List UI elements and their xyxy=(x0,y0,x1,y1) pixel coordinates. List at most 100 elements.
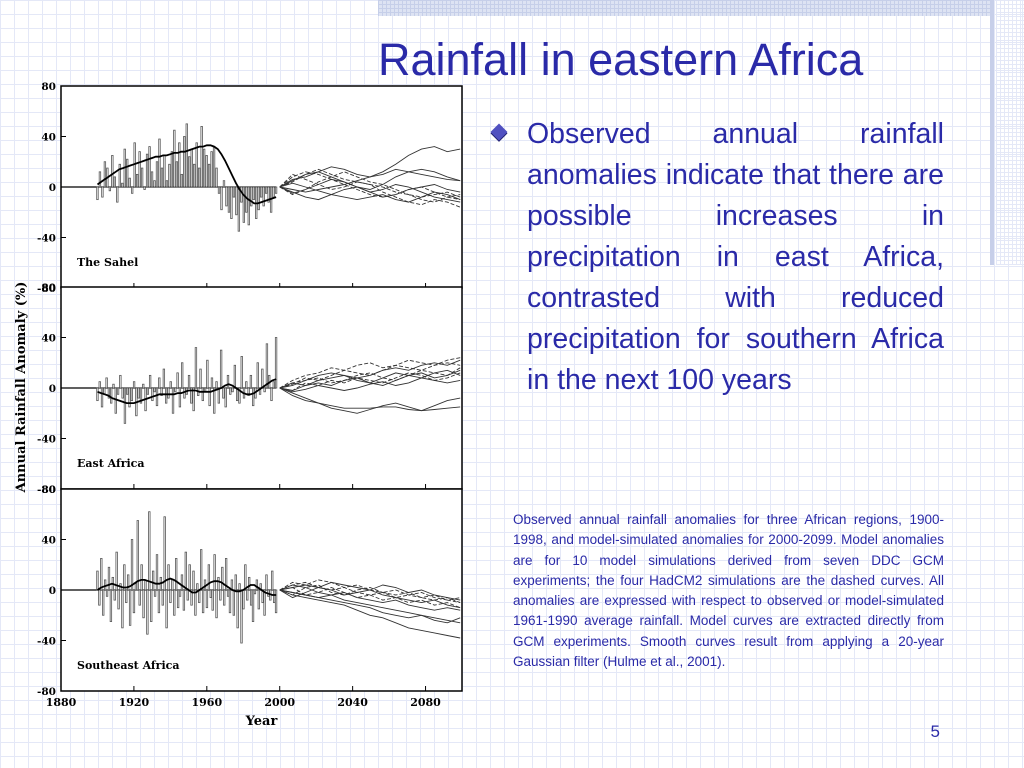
observed-bar xyxy=(152,570,155,591)
observed-bar xyxy=(165,387,168,404)
observed-bar xyxy=(162,368,166,389)
observed-bar xyxy=(190,387,193,404)
model-curve-dashed xyxy=(279,584,461,601)
observed-bar xyxy=(188,564,191,591)
observed-bar xyxy=(111,155,114,188)
observed-bar xyxy=(224,558,228,591)
observed-bar xyxy=(153,387,156,393)
observed-bar xyxy=(185,123,188,188)
observed-bar xyxy=(155,554,159,591)
observed-bar xyxy=(175,161,178,188)
observed-bar xyxy=(113,589,116,601)
observed-bar xyxy=(115,551,118,591)
model-curve-dashed xyxy=(279,173,461,208)
observed-bar xyxy=(128,387,131,408)
observed-bar xyxy=(257,186,260,211)
observed-bar xyxy=(220,186,223,211)
observed-bar xyxy=(173,589,176,616)
y-tick-label: 0 xyxy=(49,182,56,194)
model-curve xyxy=(279,168,461,190)
observed-bar xyxy=(226,374,230,389)
observed-bar xyxy=(107,566,111,591)
observed-bar xyxy=(210,377,214,389)
observed-bar xyxy=(174,387,177,393)
observed-bar xyxy=(163,155,166,188)
model-curve xyxy=(279,377,461,393)
model-curve-dashed xyxy=(279,171,461,201)
observed-bar xyxy=(206,359,209,389)
observed-bar xyxy=(105,377,108,389)
observed-bar xyxy=(171,387,175,414)
observed-bar xyxy=(153,589,157,597)
observed-bar xyxy=(169,381,172,389)
observed-bar xyxy=(142,589,145,619)
observed-bar xyxy=(117,589,120,610)
observed-bar xyxy=(274,186,278,194)
observed-bar xyxy=(186,589,189,601)
observed-bar xyxy=(173,129,176,188)
observed-bar xyxy=(181,362,184,389)
panel-label: East Africa xyxy=(77,457,145,470)
model-curve xyxy=(279,589,461,611)
observed-bar xyxy=(240,186,243,203)
observed-bar xyxy=(225,186,228,207)
observed-bar xyxy=(208,387,211,407)
observed-bar xyxy=(110,387,113,404)
observed-bar xyxy=(213,554,216,591)
observed-bar xyxy=(180,574,184,591)
observed-bar xyxy=(167,387,170,399)
observed-bar xyxy=(98,381,101,389)
observed-bar xyxy=(224,387,227,408)
slide-title: Rainfall in eastern Africa xyxy=(378,34,864,85)
y-tick-label: -80 xyxy=(37,484,56,496)
observed-bar xyxy=(212,146,216,188)
observed-bar xyxy=(192,387,195,412)
observed-bar xyxy=(217,576,220,591)
observed-bar xyxy=(265,574,268,591)
observed-bar xyxy=(209,589,212,598)
observed-bar xyxy=(265,186,268,194)
observed-bar xyxy=(215,381,218,389)
observed-bar xyxy=(113,176,116,188)
observed-bar xyxy=(194,589,197,616)
observed-bar xyxy=(101,186,104,198)
observed-bar xyxy=(201,589,205,614)
observed-bar xyxy=(155,161,159,188)
y-tick-label: 0 xyxy=(49,585,56,597)
x-axis-label: Year xyxy=(245,714,278,729)
smoothed-observed-curve xyxy=(96,577,277,596)
observed-bar xyxy=(226,589,230,597)
y-tick-label: -80 xyxy=(37,283,56,295)
observed-bar xyxy=(138,589,141,606)
observed-bar xyxy=(116,387,120,395)
observed-bar xyxy=(221,566,224,591)
observed-bar xyxy=(132,589,136,614)
observed-bar xyxy=(201,387,204,402)
observed-bar xyxy=(146,387,149,395)
observed-bar xyxy=(211,589,214,611)
diamond-bullet-icon xyxy=(490,123,508,141)
observed-bar xyxy=(245,381,248,389)
observed-bar xyxy=(267,186,270,203)
x-tick-label: 2080 xyxy=(410,696,441,709)
observed-bar xyxy=(137,387,140,399)
observed-bar xyxy=(165,180,169,188)
observed-bar xyxy=(169,589,172,604)
observed-bar xyxy=(265,343,269,389)
observed-bar xyxy=(249,374,253,389)
observed-bar xyxy=(195,142,198,188)
observed-bar xyxy=(234,574,237,591)
observed-bar xyxy=(200,126,203,188)
observed-bar xyxy=(205,589,209,609)
observed-bar xyxy=(136,520,139,591)
model-curve-dashed xyxy=(279,367,461,389)
smoothed-observed-curve xyxy=(96,144,277,205)
observed-bar xyxy=(150,589,153,622)
observed-bar xyxy=(207,163,211,188)
observed-bar xyxy=(256,362,259,389)
observed-bar xyxy=(240,589,243,644)
observed-bar xyxy=(273,589,276,604)
observed-bar xyxy=(160,167,164,188)
observed-bar xyxy=(272,186,275,198)
observed-bar xyxy=(272,381,275,389)
